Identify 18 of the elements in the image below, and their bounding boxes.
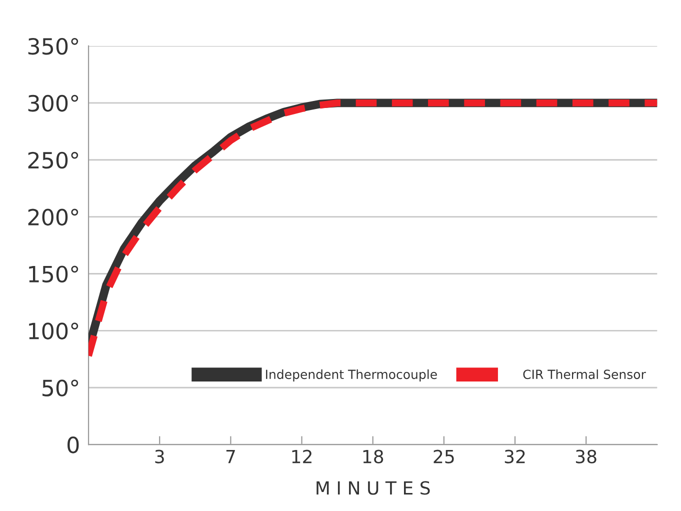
y-tick-label: 0 [68,436,79,454]
x-tick-label: 38 [576,450,596,464]
x-tick-label: 25 [434,450,454,464]
y-tick-label: 300° [28,94,78,112]
x-tick-label: 3 [155,450,164,464]
legend-label: Independent Thermocouple [266,369,437,382]
x-tick-label: 12 [292,450,312,464]
y-tick-label: 100° [29,322,78,340]
y-tick-label: 350° [28,38,78,55]
x-tick-label: 18 [363,450,384,464]
y-tick-label: 250° [28,152,78,169]
x-tick-label: 7 [226,450,235,464]
y-tick-label: 50° [42,380,78,396]
y-tick-label: 150° [29,266,78,283]
y-tick-label: 200° [28,208,78,226]
x-axis-title: M I N U T E S [316,481,430,495]
x-tick-label: 32 [504,450,525,464]
legend-label: CIR Thermal Sensor [523,369,646,380]
